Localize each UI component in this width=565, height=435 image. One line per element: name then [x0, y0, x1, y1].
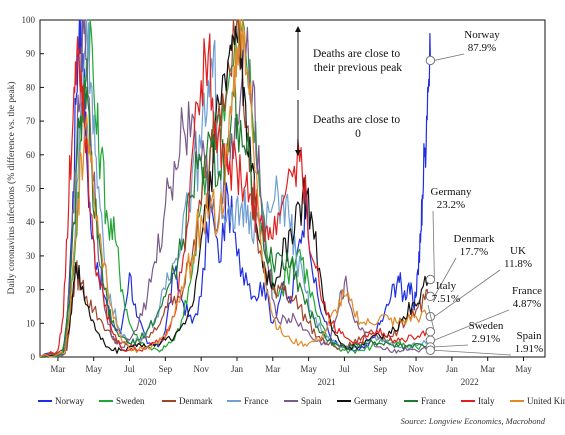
y-tick-label: 20	[26, 285, 36, 295]
callout-value: 7.51%	[432, 293, 460, 305]
callout-leader	[434, 349, 512, 356]
y-tick-label: 60	[26, 150, 36, 160]
y-tick-label: 30	[26, 251, 36, 261]
callout-value: 11.8%	[504, 258, 532, 270]
y-tick-label: 50	[26, 184, 36, 194]
series-layer	[39, 19, 431, 358]
x-tick-label: Mar	[480, 364, 495, 374]
legend-label: United Kingdom	[527, 396, 565, 406]
x-tick-label: Sep	[159, 364, 173, 374]
x-tick-label: Jul	[339, 364, 350, 374]
callout-name: Sweden	[469, 320, 504, 332]
legend-label: Italy	[478, 396, 495, 406]
y-axis: 0 10 20 30 40 50 60 70 80 90 100	[22, 15, 44, 362]
legend-label: France	[421, 396, 446, 406]
callout-leader	[432, 210, 435, 280]
y-tick-label: 100	[22, 15, 36, 25]
callout-value: 23.2%	[437, 199, 465, 211]
callout-name: Norway	[464, 29, 500, 41]
series-united-kingdom-line	[39, 19, 431, 358]
y-tick-label: 40	[26, 217, 36, 227]
callout-leader	[434, 257, 457, 297]
y-tick-label: 70	[26, 116, 36, 126]
y-tick-label: 10	[26, 318, 36, 328]
legend-label: Spain	[301, 396, 322, 406]
callout-value: 87.9%	[468, 42, 496, 54]
callout-leader	[434, 309, 510, 341]
legend-label: Norway	[55, 396, 84, 406]
x-tick-label: Jan	[231, 364, 243, 374]
x-tick-label: Jan	[446, 364, 458, 374]
legend: Norway Sweden Denmark France Spain Germany Fra…	[38, 396, 565, 406]
source-note: Source: Longview Economics, Macrobond	[401, 416, 546, 426]
callout-marker	[425, 327, 436, 337]
x-tick-label: Mar	[50, 364, 65, 374]
x-tick-label: Nov	[408, 364, 424, 374]
callout-leader	[434, 344, 469, 348]
callout-marker	[425, 274, 436, 285]
callout-leader	[427, 304, 435, 332]
y-tick-label: 0	[31, 352, 36, 362]
x-year-label: 2020	[138, 377, 157, 387]
callout-value: 4.87%	[513, 298, 541, 310]
callout-name: Spain	[516, 330, 542, 342]
callout-marker	[425, 345, 436, 355]
x-year-label: 2022	[461, 377, 479, 387]
x-tick-label: Nov	[193, 364, 209, 374]
x-tick-label: Mar	[265, 364, 280, 374]
callout-marker	[425, 55, 436, 66]
x-tick-label: Jul	[124, 364, 135, 374]
callout-name: UK	[510, 245, 526, 257]
x-axis: Mar May Jul Sep Nov Jan Mar May Jul Sep Nov Jan Mar M…	[50, 357, 532, 387]
legend-label: Sweden	[116, 396, 145, 406]
series-france-line	[40, 79, 431, 358]
series-sweden-line	[40, 19, 431, 358]
legend-label: Denmark	[179, 396, 213, 406]
x-tick-label: Sep	[373, 364, 387, 374]
callout-name: Denmark	[454, 233, 495, 245]
callout-name: Germany	[431, 186, 472, 198]
y-axis-label: Daily coronavirus infections (% differen…	[6, 82, 17, 295]
callout-name: Italy	[436, 280, 457, 292]
y-tick-label: 90	[26, 49, 36, 59]
x-tick-label: May	[515, 364, 532, 374]
callout-leader	[434, 53, 465, 61]
annotation-arrows	[295, 26, 301, 156]
callout-value: 1.91%	[515, 343, 543, 355]
annotation-bottom: Deaths are close to 0	[313, 114, 403, 140]
annotation-top: Deaths are close to their previous peak	[313, 48, 403, 74]
x-tick-label: May	[300, 364, 317, 374]
series-denmark-line	[39, 19, 431, 358]
x-tick-label: May	[85, 364, 102, 374]
x-year-label: 2021	[318, 377, 336, 387]
callout-marker	[425, 291, 436, 302]
callout-name: France	[512, 285, 542, 297]
callout-value: 17.7%	[460, 246, 488, 258]
y-tick-label: 80	[26, 82, 36, 92]
legend-label: France	[244, 396, 269, 406]
callout-leader	[434, 269, 501, 317]
legend-label: Germany	[354, 396, 388, 406]
callout-value: 2.91%	[472, 333, 500, 345]
